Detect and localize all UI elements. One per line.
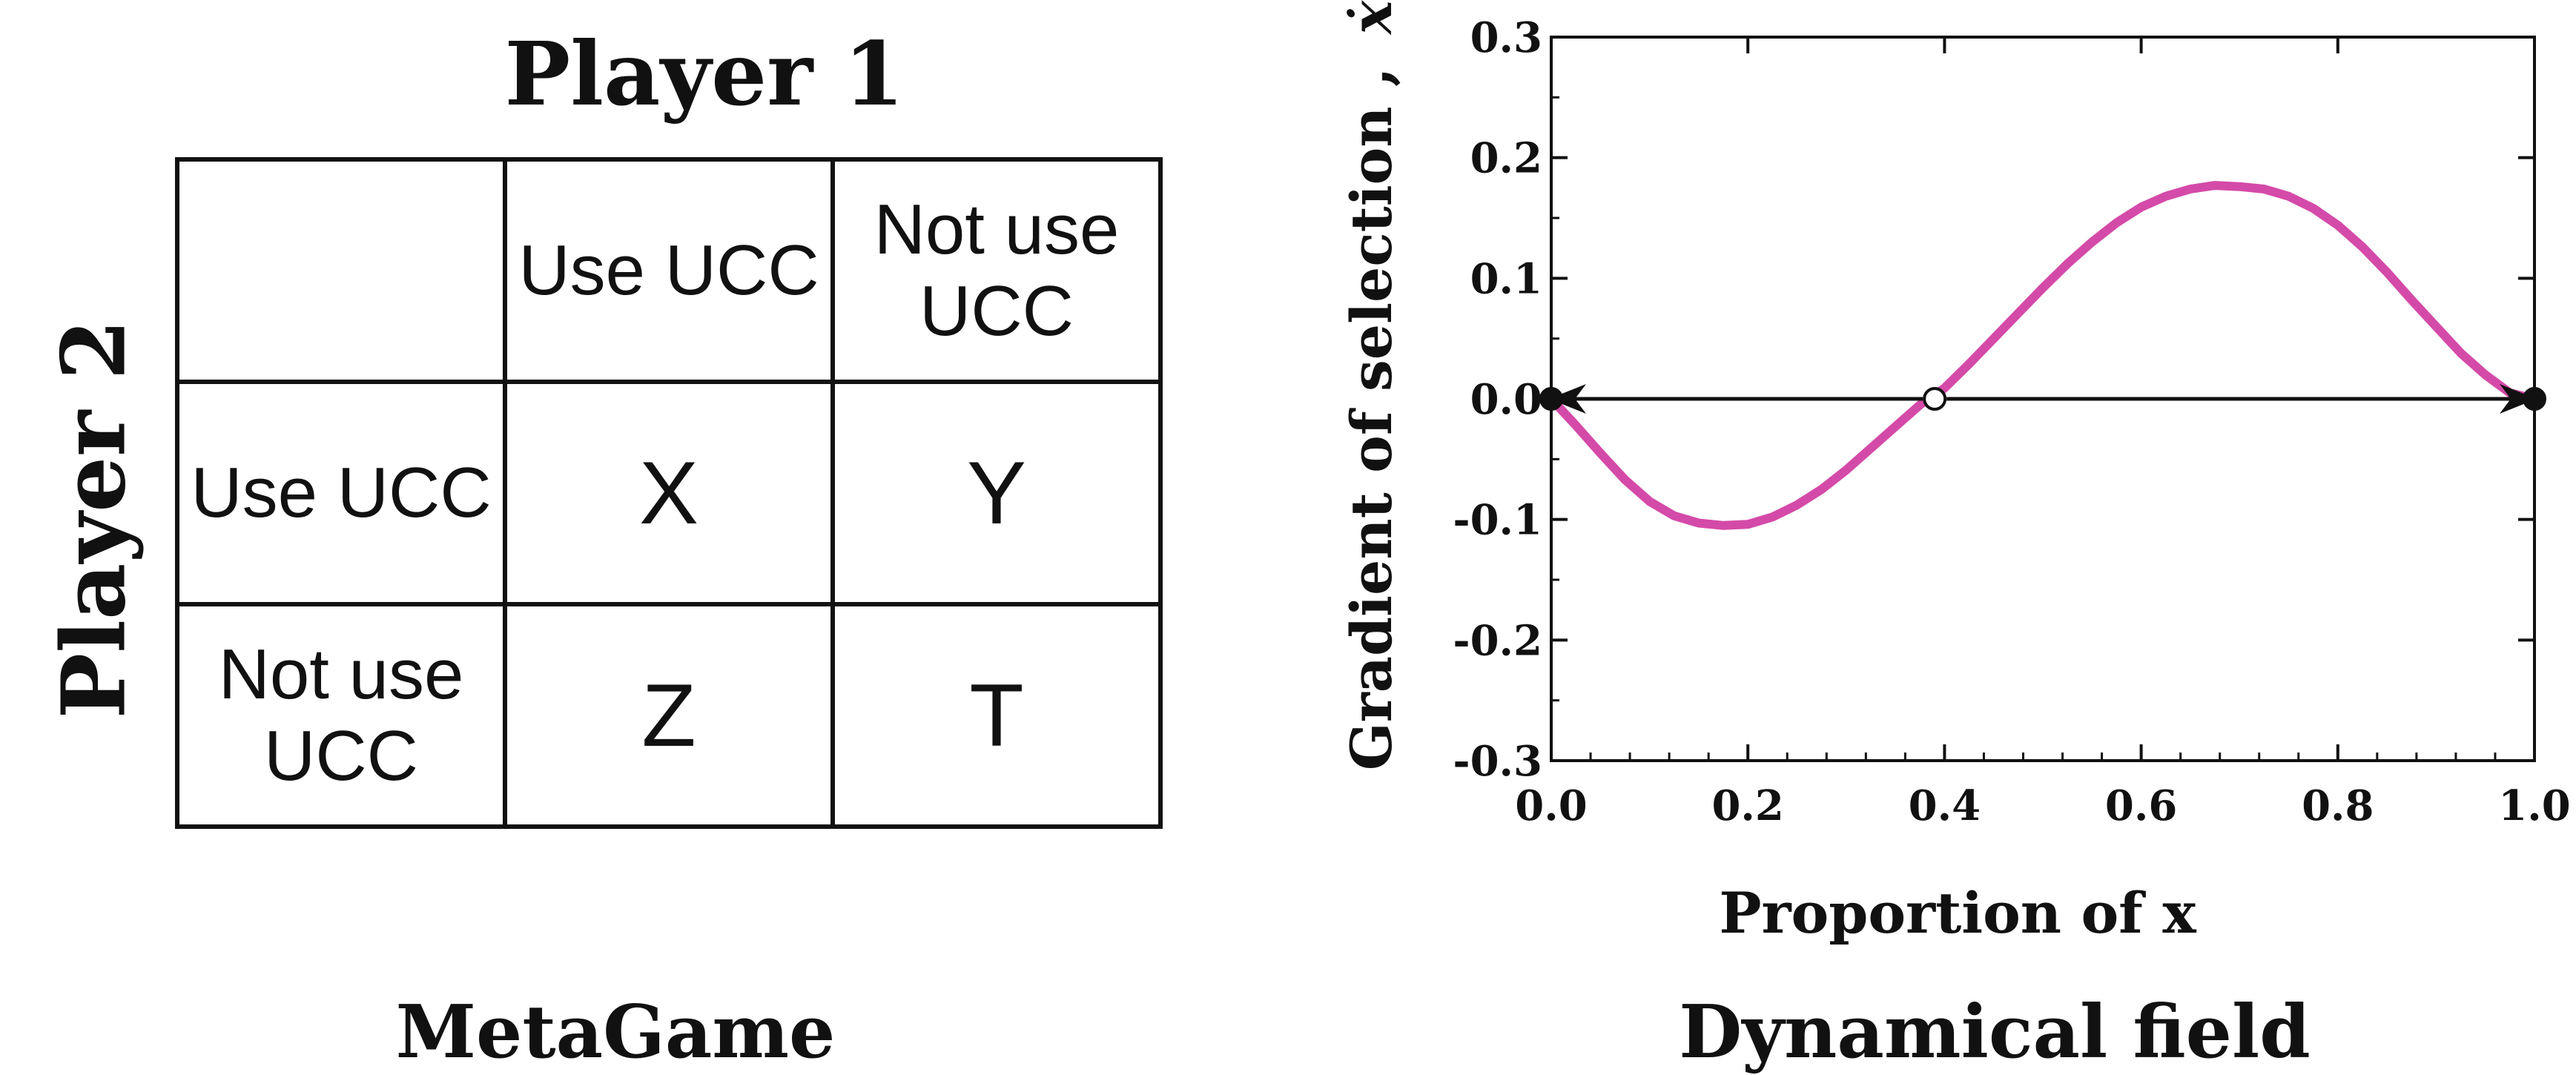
y-tick-label: -0.2 xyxy=(1453,616,1542,665)
stable-equilibrium-point xyxy=(1539,387,1563,411)
y-tick-label: 0.1 xyxy=(1470,254,1542,303)
y-axis-label-symbol: ẋ xyxy=(1338,0,1404,36)
y-tick-label: 0.2 xyxy=(1470,134,1542,183)
y-tick-label: -0.3 xyxy=(1453,737,1542,786)
y-tick-label: -0.1 xyxy=(1453,496,1542,545)
payoff-cell-z: Z xyxy=(503,602,835,829)
x-tick-label: 0.6 xyxy=(2105,781,2177,830)
col-header-not-use-ucc: Not use UCC xyxy=(830,157,1163,384)
metagame-caption: MetaGame xyxy=(395,990,836,1075)
x-tick-label: 0.2 xyxy=(1711,781,1783,830)
col-header-use-ucc: Use UCC xyxy=(503,157,835,384)
payoff-cell-x: X xyxy=(503,380,835,606)
table-row: Not use UCC Z T xyxy=(175,602,1163,829)
x-tick-label: 0.0 xyxy=(1515,781,1587,830)
y-tick-label: 0.0 xyxy=(1470,375,1542,424)
table-row: Use UCC X Y xyxy=(175,380,1163,606)
y-axis-label: Gradient of selection , ẋ xyxy=(1338,0,1404,770)
corner-cell xyxy=(175,157,507,384)
unstable-equilibrium-point xyxy=(1923,387,1947,411)
y-axis-label-text: Gradient of selection , xyxy=(1338,67,1404,771)
stable-equilibrium-point xyxy=(2523,387,2546,411)
x-tick-label: 0.8 xyxy=(2302,781,2374,830)
row-header-not-use-ucc: Not use UCC xyxy=(175,602,507,829)
x-axis-label: Proportion of x xyxy=(1719,880,2196,946)
table-header-row: Use UCC Not use UCC xyxy=(175,157,1163,384)
dynamical-field-caption: Dynamical field xyxy=(1679,990,2311,1075)
selection-gradient-curve xyxy=(1547,181,2539,530)
payoff-cell-y: Y xyxy=(830,380,1163,606)
x-tick-label: 0.4 xyxy=(1909,781,1981,830)
payoff-matrix: Use UCC Not use UCC Use UCC X Y Not use … xyxy=(175,157,1163,829)
player1-label: Player 1 xyxy=(504,22,905,125)
row-header-use-ucc: Use UCC xyxy=(175,380,507,606)
y-tick-label: 0.3 xyxy=(1470,13,1542,62)
payoff-cell-t: T xyxy=(830,602,1163,829)
x-tick-label: 1.0 xyxy=(2498,781,2570,830)
